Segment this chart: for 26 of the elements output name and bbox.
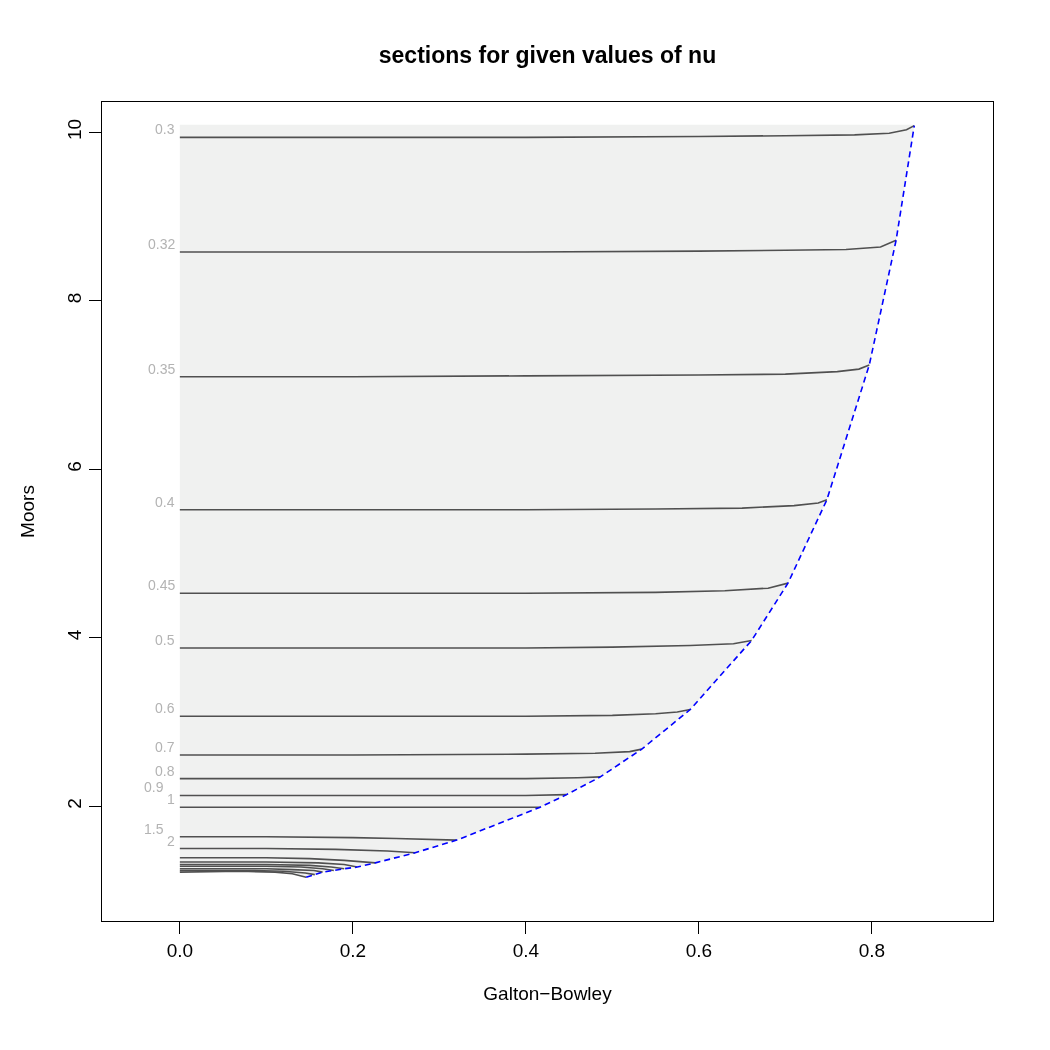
y-tick-label: 4 [64,629,86,641]
series-label: 0.9 [144,779,164,795]
x-axis-title: Galton−Bowley [483,982,613,1004]
series-label: 1.5 [144,821,164,837]
x-tick-label: 0.0 [166,939,194,961]
series-label: 0.3 [155,121,175,137]
series-label: 2 [167,833,175,849]
chart-title: sections for given values of nu [378,42,717,69]
series-label: 0.45 [148,577,176,593]
x-tick-label: 0.8 [858,939,886,961]
series-label: 0.35 [148,361,176,377]
series-label: 1 [167,791,175,807]
x-tick-label: 0.6 [685,939,713,961]
y-tick-label: 10 [64,118,86,141]
y-tick-label: 2 [64,798,86,809]
series-label: 0.32 [148,236,176,252]
series-label: 0.4 [155,494,175,510]
series-label: 0.6 [155,700,175,716]
series-label: 0.8 [155,763,175,779]
x-tick-label: 0.4 [512,939,540,961]
series-label: 0.5 [155,632,175,648]
y-tick-label: 6 [64,461,86,472]
y-tick-label: 8 [64,292,86,304]
series-label: 0.7 [155,739,175,755]
x-tick-label: 0.2 [339,939,367,961]
y-axis-title: Moors [17,485,39,538]
